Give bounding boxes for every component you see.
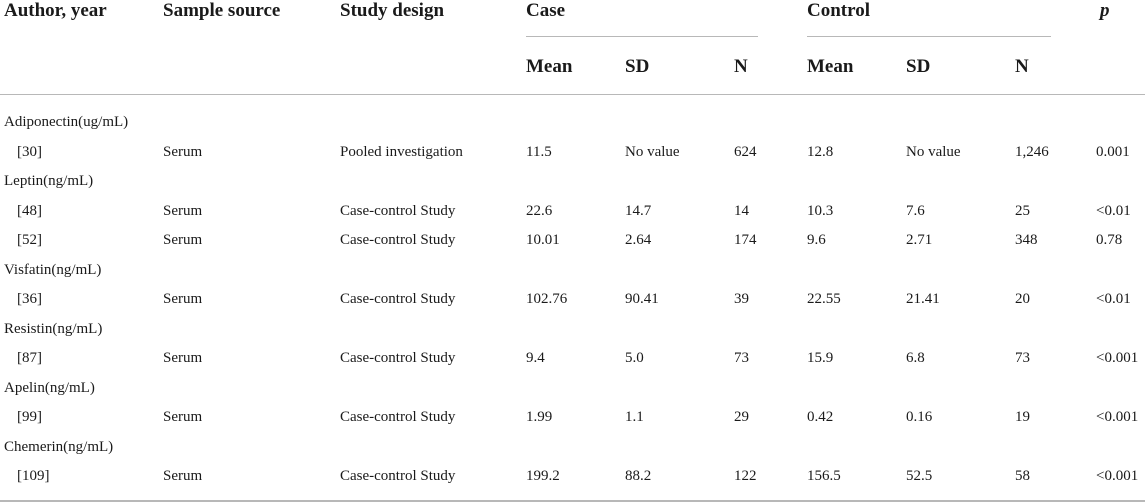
control-header-rule [807,36,1051,37]
group-label-chemerin: Chemerin(ng/mL) [4,439,114,455]
row-resistin-ctrl-sd: 6.8 [906,350,925,366]
row-chemerin-p: <0.001 [1096,468,1139,484]
row-leptin-48-case-n: 14 [734,203,749,219]
row-adiponectin-case-n: 624 [734,144,757,160]
row-adiponectin-design: Pooled investigation [340,144,463,160]
case-header-rule [526,36,758,37]
row-leptin-48-ctrl-sd: 7.6 [906,203,925,219]
header-bottom-rule [0,94,1145,95]
row-resistin-p: <0.001 [1096,350,1139,366]
row-leptin-52-ctrl-mean: 9.6 [807,232,826,248]
row-adiponectin-p: 0.001 [1096,144,1130,160]
row-visfatin-source: Serum [163,291,203,307]
row-resistin-case-n: 73 [734,350,749,366]
row-leptin-52-design: Case-control Study [340,232,456,248]
header-sample-source: Sample source [163,0,281,21]
row-resistin-ref: [87] [17,350,42,366]
row-resistin-case-mean: 9.4 [526,350,545,366]
row-apelin-p: <0.001 [1096,409,1139,425]
table-bottom-rule [0,500,1145,502]
row-visfatin-ref: [36] [17,291,42,307]
row-adiponectin-ref: [30] [17,144,42,160]
row-visfatin-case-mean: 102.76 [526,291,568,307]
group-label-leptin: Leptin(ng/mL) [4,173,94,189]
row-adiponectin-ctrl-mean: 12.8 [807,144,834,160]
row-chemerin-source: Serum [163,468,203,484]
row-chemerin-design: Case-control Study [340,468,456,484]
row-visfatin-p: <0.01 [1096,291,1131,307]
row-apelin-ctrl-mean: 0.42 [807,409,834,425]
row-leptin-48-source: Serum [163,203,203,219]
row-visfatin-ctrl-mean: 22.55 [807,291,841,307]
row-leptin-48-ctrl-mean: 10.3 [807,203,834,219]
row-leptin-52-case-mean: 10.01 [526,232,560,248]
group-label-apelin: Apelin(ng/mL) [4,380,95,396]
subheader-control-mean: Mean [807,56,854,77]
row-leptin-52-p: 0.78 [1096,232,1123,248]
row-resistin-ctrl-n: 73 [1015,350,1030,366]
group-label-visfatin: Visfatin(ng/mL) [4,262,102,278]
row-leptin-48-ctrl-n: 25 [1015,203,1030,219]
row-leptin-52-case-sd: 2.64 [625,232,652,248]
row-resistin-source: Serum [163,350,203,366]
row-adiponectin-ctrl-n: 1,246 [1015,144,1049,160]
row-resistin-ctrl-mean: 15.9 [807,350,834,366]
row-apelin-ref: [99] [17,409,42,425]
subheader-control-n: N [1015,56,1029,77]
row-adiponectin-case-sd: No value [625,144,680,160]
group-label-adiponectin: Adiponectin(ug/mL) [4,114,129,130]
row-chemerin-ctrl-n: 58 [1015,468,1030,484]
row-chemerin-ctrl-sd: 52.5 [906,468,933,484]
row-chemerin-case-n: 122 [734,468,757,484]
row-apelin-ctrl-sd: 0.16 [906,409,933,425]
row-leptin-52-source: Serum [163,232,203,248]
row-chemerin-case-mean: 199.2 [526,468,560,484]
subheader-control-sd: SD [906,56,931,77]
row-visfatin-case-sd: 90.41 [625,291,659,307]
row-adiponectin-ctrl-sd: No value [906,144,961,160]
row-adiponectin-case-mean: 11.5 [526,144,552,160]
row-leptin-48-ref: [48] [17,203,42,219]
row-visfatin-design: Case-control Study [340,291,456,307]
header-case: Case [526,0,566,21]
row-visfatin-case-n: 39 [734,291,749,307]
subheader-case-mean: Mean [526,56,573,77]
row-resistin-case-sd: 5.0 [625,350,644,366]
row-resistin-design: Case-control Study [340,350,456,366]
row-chemerin-case-sd: 88.2 [625,468,652,484]
header-control: Control [807,0,870,21]
row-chemerin-ref: [109] [17,468,50,484]
subheader-case-sd: SD [625,56,650,77]
row-visfatin-ctrl-sd: 21.41 [906,291,940,307]
row-apelin-case-sd: 1.1 [625,409,644,425]
header-p-value: p [1100,0,1110,21]
row-leptin-52-case-n: 174 [734,232,757,248]
header-author-year: Author, year [4,0,107,21]
row-apelin-case-n: 29 [734,409,749,425]
group-label-resistin: Resistin(ng/mL) [4,321,103,337]
row-leptin-52-ref: [52] [17,232,42,248]
row-leptin-52-ctrl-sd: 2.71 [906,232,933,248]
row-apelin-source: Serum [163,409,203,425]
row-visfatin-ctrl-n: 20 [1015,291,1030,307]
row-apelin-case-mean: 1.99 [526,409,553,425]
row-leptin-48-case-sd: 14.7 [625,203,652,219]
row-chemerin-ctrl-mean: 156.5 [807,468,841,484]
subheader-case-n: N [734,56,748,77]
row-apelin-ctrl-n: 19 [1015,409,1030,425]
row-leptin-48-p: <0.01 [1096,203,1131,219]
row-adiponectin-source: Serum [163,144,203,160]
row-leptin-48-case-mean: 22.6 [526,203,553,219]
header-study-design: Study design [340,0,445,21]
row-leptin-52-ctrl-n: 348 [1015,232,1038,248]
row-apelin-design: Case-control Study [340,409,456,425]
row-leptin-48-design: Case-control Study [340,203,456,219]
